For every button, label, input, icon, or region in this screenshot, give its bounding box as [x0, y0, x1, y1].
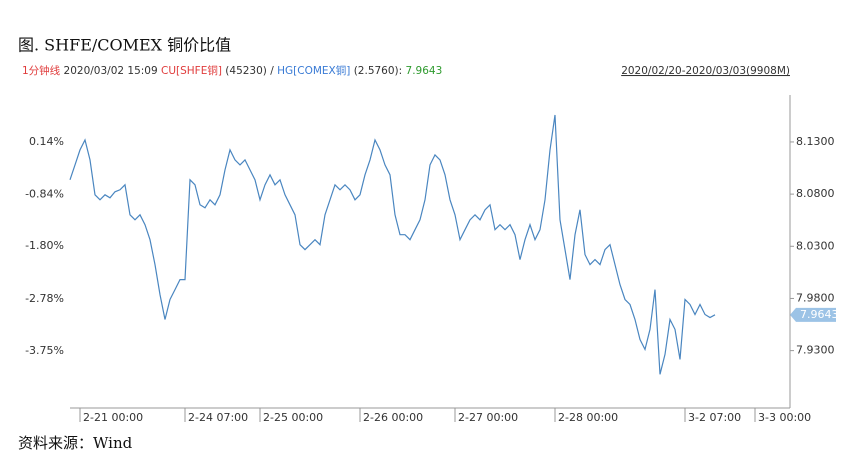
denominator-price: (2.5760): [354, 65, 399, 77]
y2-tick-label: 8.0300: [796, 239, 835, 252]
ratio-value: 7.9643: [406, 65, 443, 77]
numerator-price: (45230): [225, 65, 267, 77]
x-tick-label: 2-26 00:00: [363, 411, 423, 424]
chart-info: 1分钟线 2020/03/02 15:09 CU[SHFE铜] (45230) …: [22, 64, 442, 77]
y-tick-label: -1.80%: [25, 239, 64, 252]
source: 资料来源：Wind: [18, 434, 133, 452]
colon: :: [399, 65, 403, 77]
chart-title: 图. SHFE/COMEX 铜价比值: [18, 36, 231, 55]
line-series: [69, 114, 716, 375]
y-tick-label: -2.78%: [25, 292, 64, 305]
last-value-box: [790, 307, 836, 322]
interval: 1分钟线: [22, 64, 61, 77]
denominator: HG[COMEX铜]: [277, 65, 350, 77]
y2-tick-label: 8.0800: [796, 187, 835, 200]
x-tick-label: 2-21 00:00: [83, 411, 143, 424]
y-tick-label: -3.75%: [25, 344, 64, 357]
x-tick-label: 3-2 07:00: [688, 411, 741, 424]
x-tick-label: 2-24 07:00: [188, 411, 248, 424]
y-tick-label: -0.84%: [25, 187, 64, 200]
y-tick-label: 0.14%: [29, 135, 64, 148]
y2-tick-label: 7.9300: [796, 344, 835, 357]
y2-tick-label: 7.9800: [796, 291, 835, 304]
x-tick-label: 2-27 00:00: [458, 411, 518, 424]
numerator: CU[SHFE铜]: [161, 65, 222, 77]
x-tick-label: 3-3 00:00: [758, 411, 811, 424]
date-range: 2020/02/20-2020/03/03(9908M): [621, 65, 790, 77]
timestamp: 2020/03/02 15:09: [64, 65, 158, 77]
y2-tick-label: 8.1300: [796, 135, 835, 148]
x-tick-label: 2-25 00:00: [263, 411, 323, 424]
separator: /: [270, 65, 274, 77]
last-value-label: 7.9643: [800, 308, 839, 321]
x-tick-label: 2-28 00:00: [558, 411, 618, 424]
